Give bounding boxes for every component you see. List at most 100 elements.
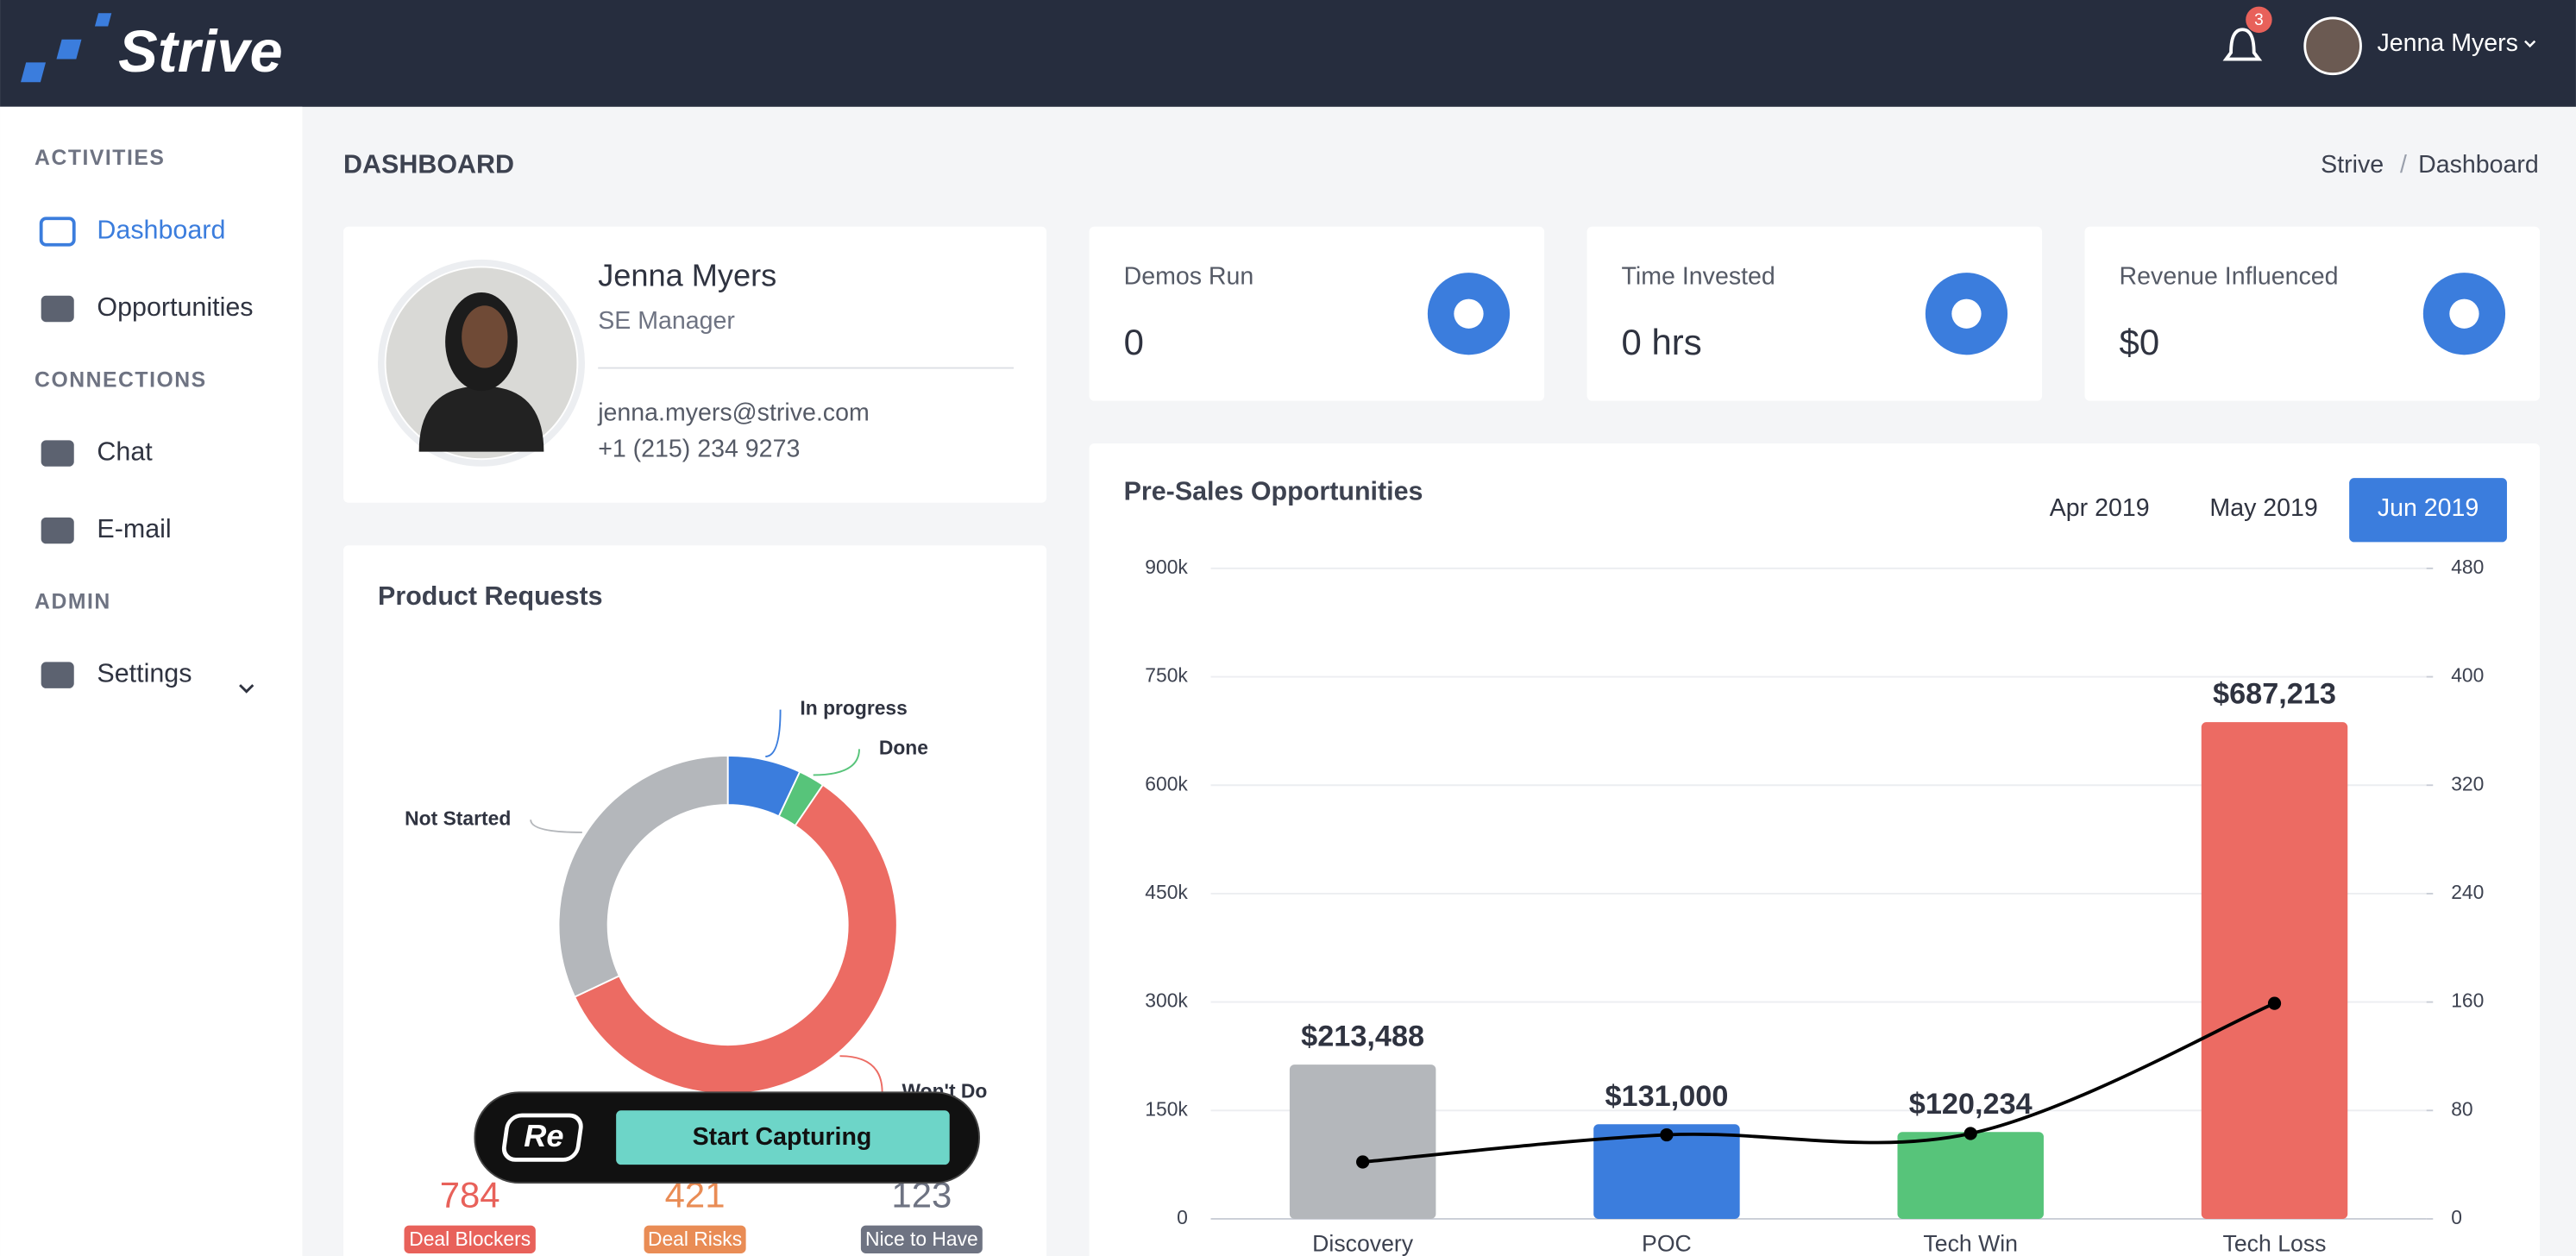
stat-icon-glyph: [2449, 298, 2479, 329]
sidebar-menu: ACTIVITIES Dashboard Opportunities CONNECTI…: [35, 147, 254, 694]
menu-icon[interactable]: [41, 440, 74, 467]
x-tick-label: Discovery: [1312, 1230, 1414, 1256]
y-tick-label: 900k: [1145, 556, 1188, 578]
bar: [1897, 1132, 2044, 1219]
leader-line: [813, 749, 860, 776]
breadcrumb-item[interactable]: Strive: [2321, 151, 2384, 179]
overlay-logo: Re: [524, 1118, 563, 1153]
badge: [2246, 6, 2272, 34]
notification-bell[interactable]: 3: [2222, 6, 2272, 61]
y-tick-label: 450k: [1145, 881, 1188, 903]
photo-body: [418, 386, 544, 452]
section-title: CONNECTIONS: [35, 368, 207, 392]
y2-tick-label: 320: [2451, 772, 2484, 794]
menu-icon[interactable]: [41, 295, 74, 323]
overlay-logo-box: [501, 1113, 583, 1162]
card-title: Pre-Sales Opportunities: [1124, 476, 1423, 506]
menu-item[interactable]: Settings: [97, 659, 192, 688]
user-name[interactable]: Jenna Myers: [2378, 29, 2518, 57]
y-tick-label: 750k: [1145, 664, 1188, 687]
summary-label: Nice to Have: [865, 1228, 978, 1250]
user-avatar[interactable]: [2303, 16, 2362, 76]
expand-caret[interactable]: [239, 684, 254, 694]
user-caret[interactable]: [2524, 40, 2536, 48]
leader-line: [839, 1055, 883, 1093]
section-title: ADMIN: [35, 590, 111, 613]
slice-label: Done: [879, 736, 928, 758]
stat-cards: Demos Run 0 Time Invested 0 hrs Revenue Infl…: [1089, 226, 2541, 401]
bar: [1289, 1064, 1436, 1219]
x-tick-label: POC: [1642, 1230, 1692, 1256]
photo-face: [462, 305, 508, 368]
breadcrumb-separator: /: [2400, 151, 2407, 179]
summary-value: 784: [440, 1174, 500, 1215]
capture-button[interactable]: [616, 1110, 950, 1165]
period-tab[interactable]: Apr 2019: [2050, 494, 2150, 522]
bar-value-label: $131,000: [1605, 1080, 1728, 1113]
leader-line: [765, 709, 782, 757]
y2-tick-label: 400: [2451, 664, 2484, 687]
line-point: [1963, 1127, 1977, 1140]
y-tick-label: 150k: [1145, 1097, 1188, 1120]
menu-item[interactable]: Opportunities: [97, 292, 253, 322]
donut-slice: [573, 783, 898, 1096]
y-tick-label: 300k: [1145, 989, 1188, 1012]
logo-square: [56, 39, 82, 60]
x-tick-label: Tech Win: [1923, 1230, 2018, 1256]
top-bar: [0, 0, 2576, 107]
bar-value-label: $687,213: [2213, 678, 2336, 711]
menu-item[interactable]: E-mail: [97, 514, 171, 543]
bar: [1593, 1124, 1740, 1219]
bar-value-label: $120,234: [1909, 1088, 2033, 1121]
capture-overlay: Re Start Capturing: [474, 1091, 980, 1184]
y2-tick-label: 240: [2451, 881, 2484, 903]
page-title: DASHBOARD: [343, 149, 514, 179]
summary-badge: [404, 1225, 536, 1253]
profile-phone: +1 (215) 234 9273: [598, 435, 800, 462]
logo-square: [21, 62, 47, 83]
menu-item[interactable]: Dashboard: [97, 216, 225, 245]
breadcrumb-item: Dashboard: [2418, 151, 2539, 179]
slice-label: Not Started: [405, 807, 511, 829]
stat-label: Revenue Influenced: [2120, 262, 2339, 290]
profile-role: SE Manager: [598, 307, 735, 335]
y-tick-label: 600k: [1145, 772, 1188, 794]
x-tick-label: Tech Loss: [2223, 1230, 2327, 1256]
y2-tick-label: 0: [2451, 1206, 2462, 1228]
opportunities-card: [1089, 443, 2541, 1256]
profile-email[interactable]: jenna.myers@strive.com: [597, 399, 870, 426]
line-point: [1660, 1127, 1674, 1142]
period-tab[interactable]: Jun 2019: [2378, 494, 2479, 522]
y-tick-label: 0: [1177, 1206, 1188, 1228]
bar-value-label: $213,488: [1301, 1020, 1424, 1053]
stat-value: 0: [1124, 322, 1144, 362]
bell-icon: [2222, 28, 2263, 61]
bar-line-chart: Apr 2019 May 2019 Jun 2019 0 150k 300k 450k 600…: [1145, 478, 2507, 1256]
card-title: Product Requests: [378, 581, 603, 611]
menu-icon[interactable]: [41, 517, 74, 544]
stat-label: Time Invested: [1622, 262, 1775, 290]
menu-icon[interactable]: [39, 217, 76, 247]
summary-badge: [860, 1225, 983, 1253]
summary-label: Deal Risks: [648, 1228, 742, 1250]
section-title: ACTIVITIES: [35, 147, 165, 170]
product-requests-card: [343, 545, 1047, 1256]
y2-tick-label: 480: [2451, 556, 2484, 578]
logo-mark: [21, 13, 112, 83]
capture-button-label[interactable]: Start Capturing: [693, 1123, 872, 1151]
period-tab-active[interactable]: [2349, 478, 2507, 543]
stat-card: [2084, 226, 2541, 401]
badge-count: 3: [2254, 11, 2264, 29]
y2-tick-label: 160: [2451, 989, 2484, 1012]
logo-text[interactable]: Strive: [118, 18, 283, 85]
menu-item[interactable]: Chat: [97, 437, 153, 467]
period-tab[interactable]: May 2019: [2209, 494, 2317, 522]
line-point: [2267, 996, 2282, 1010]
menu-icon[interactable]: [41, 662, 74, 688]
stat-icon-glyph: [1454, 298, 1484, 329]
bar: [2201, 722, 2348, 1219]
